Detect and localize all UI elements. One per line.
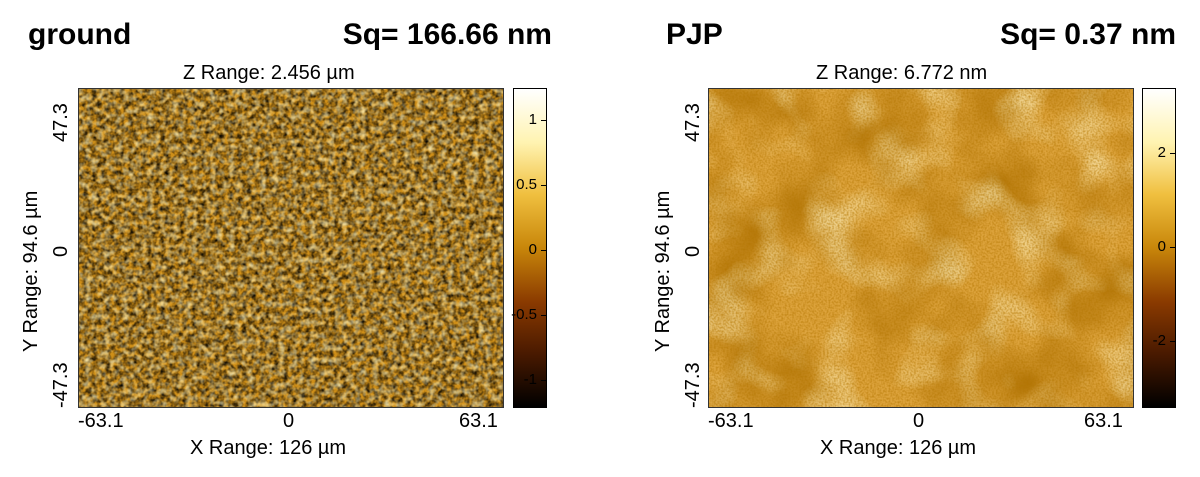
x-tick: -63.1 bbox=[708, 410, 754, 432]
colorbar-tick-mark bbox=[541, 120, 546, 122]
colorbar-tick-label: 1 bbox=[528, 111, 537, 129]
x-tick: 63.1 bbox=[1084, 410, 1123, 432]
y-axis-label: Y Range: 94.6 µm bbox=[20, 190, 42, 352]
colorbar-tick-label: 0.5 bbox=[516, 176, 537, 194]
colorbar-tick-label: -2 bbox=[1152, 331, 1166, 349]
panel-ground: ground Sq= 166.66 nm Z Range: 2.456 µm Y… bbox=[20, 18, 552, 459]
panel-title: ground bbox=[28, 18, 132, 51]
roughness-value: Sq= 166.66 nm bbox=[342, 18, 552, 51]
colorbar bbox=[1142, 88, 1176, 408]
colorbar-tick-mark bbox=[541, 380, 546, 382]
colorbar-tick-label: 2 bbox=[1157, 144, 1166, 162]
colorbar-tick-mark bbox=[1170, 340, 1175, 342]
colorbar-tick-label: -1 bbox=[523, 371, 537, 389]
colorbar-tick-label: -0.5 bbox=[511, 306, 537, 324]
colorbar bbox=[513, 88, 547, 408]
y-tick: 47.3 bbox=[682, 103, 704, 142]
y-tick: -47.3 bbox=[682, 362, 704, 408]
colorbar-tick-mark bbox=[1170, 247, 1175, 248]
x-tick: 0 bbox=[283, 410, 295, 432]
panel-pjp: PJP Sq= 0.37 nm Z Range: 6.772 nm Y Rang… bbox=[600, 0, 1200, 477]
height-map bbox=[78, 88, 504, 408]
x-tick: 0 bbox=[913, 410, 925, 432]
panel-title: PJP bbox=[666, 18, 723, 51]
x-tick: 63.1 bbox=[459, 410, 498, 432]
x-axis-label: X Range: 126 µm bbox=[190, 437, 347, 459]
y-tick: -47.3 bbox=[50, 362, 72, 408]
colorbar-tick-mark bbox=[541, 185, 546, 187]
roughness-value: Sq= 0.37 nm bbox=[1000, 18, 1176, 51]
y-tick: 0 bbox=[50, 245, 72, 257]
colorbar-tick-mark bbox=[1170, 153, 1175, 155]
colorbar-tick-mark bbox=[541, 250, 546, 252]
y-tick: 47.3 bbox=[50, 103, 72, 142]
x-axis-label: X Range: 126 µm bbox=[820, 437, 977, 459]
colorbar-tick-label: 0 bbox=[1157, 238, 1166, 255]
colorbar-tick-label: 0 bbox=[528, 241, 537, 259]
z-range-label: Z Range: 2.456 µm bbox=[183, 62, 355, 84]
y-axis-label: Y Range: 94.6 µm bbox=[652, 190, 674, 352]
colorbar-tick-mark bbox=[541, 315, 546, 317]
z-range-label: Z Range: 6.772 nm bbox=[816, 62, 988, 84]
height-map bbox=[708, 88, 1134, 408]
x-tick: -63.1 bbox=[78, 410, 124, 432]
y-tick: 0 bbox=[682, 245, 704, 257]
